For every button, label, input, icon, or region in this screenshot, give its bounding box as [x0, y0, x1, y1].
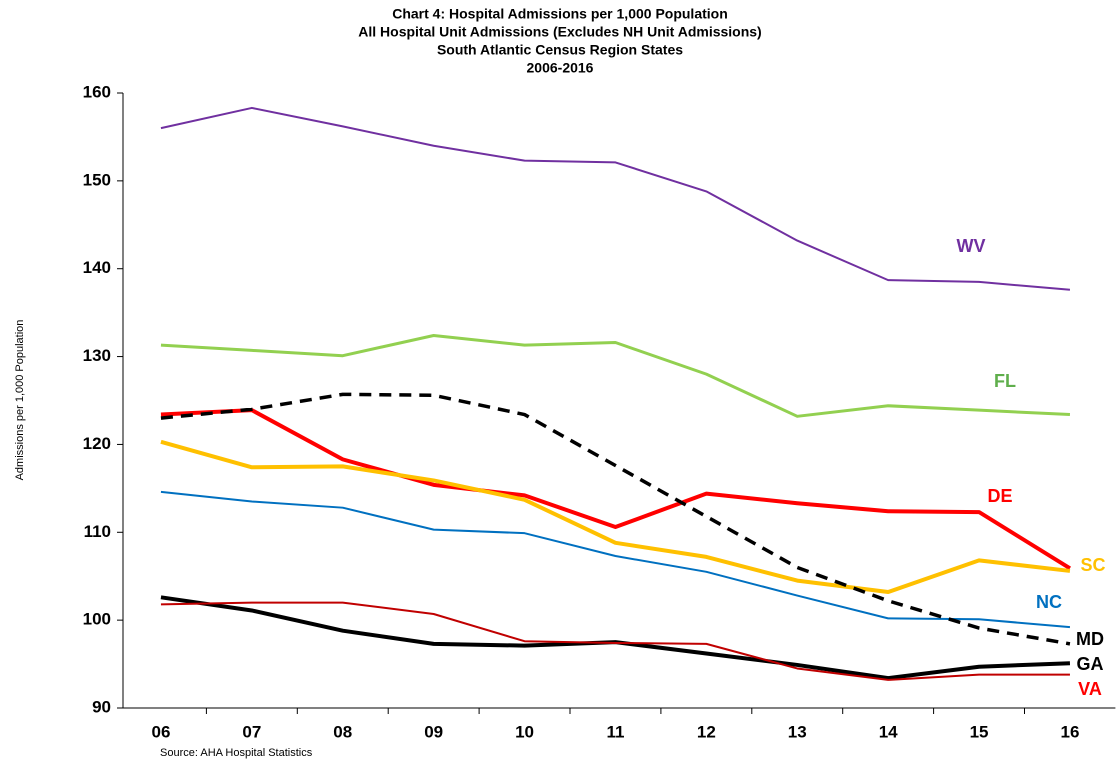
x-tick-label: 16	[1060, 722, 1079, 741]
series-line	[160, 439, 1071, 595]
y-tick-label: 120	[83, 434, 111, 453]
y-tick-label: 110	[84, 522, 111, 541]
series-line	[160, 333, 1071, 418]
x-tick-label: 15	[970, 722, 989, 741]
y-tick-label: 100	[83, 610, 111, 629]
series-label: DE	[987, 486, 1012, 506]
y-tick-label: 150	[83, 170, 111, 189]
series-line	[160, 601, 1070, 681]
series-label: MD	[1076, 629, 1104, 649]
series-label: NC	[1036, 592, 1062, 612]
y-tick-label: 160	[83, 82, 111, 101]
series-line	[160, 490, 1071, 629]
x-tick-label: 08	[333, 722, 352, 741]
x-tick-label: 07	[242, 722, 261, 741]
y-tick-label: 130	[83, 346, 111, 365]
x-tick-label: 13	[788, 722, 807, 741]
x-tick-label: 14	[879, 722, 898, 741]
series-label: VA	[1078, 679, 1102, 699]
chart-title: 2006-2016	[527, 60, 594, 76]
y-axis-label: Admissions per 1,000 Population	[14, 320, 26, 481]
series-line	[160, 392, 1071, 646]
series-label: WV	[957, 236, 986, 256]
y-tick-label: 140	[83, 258, 111, 277]
y-tick-label: 90	[92, 697, 111, 716]
source-note: Source: AHA Hospital Statistics	[160, 747, 313, 759]
x-tick-label: 09	[424, 722, 443, 741]
x-tick-label: 10	[515, 722, 534, 741]
series-label: GA	[1077, 654, 1104, 674]
x-tick-label: 06	[151, 722, 170, 741]
chart-title: All Hospital Unit Admissions (Excludes N…	[358, 24, 761, 40]
chart-title: South Atlantic Census Region States	[437, 42, 683, 58]
series-label: SC	[1080, 555, 1105, 575]
series-line	[160, 106, 1071, 291]
x-tick-label: 12	[697, 722, 716, 741]
series-line	[160, 408, 1072, 571]
chart-title: Chart 4: Hospital Admissions per 1,000 P…	[392, 6, 728, 22]
series-line	[160, 595, 1071, 681]
series-label: FL	[994, 371, 1016, 391]
x-tick-label: 11	[606, 722, 624, 741]
